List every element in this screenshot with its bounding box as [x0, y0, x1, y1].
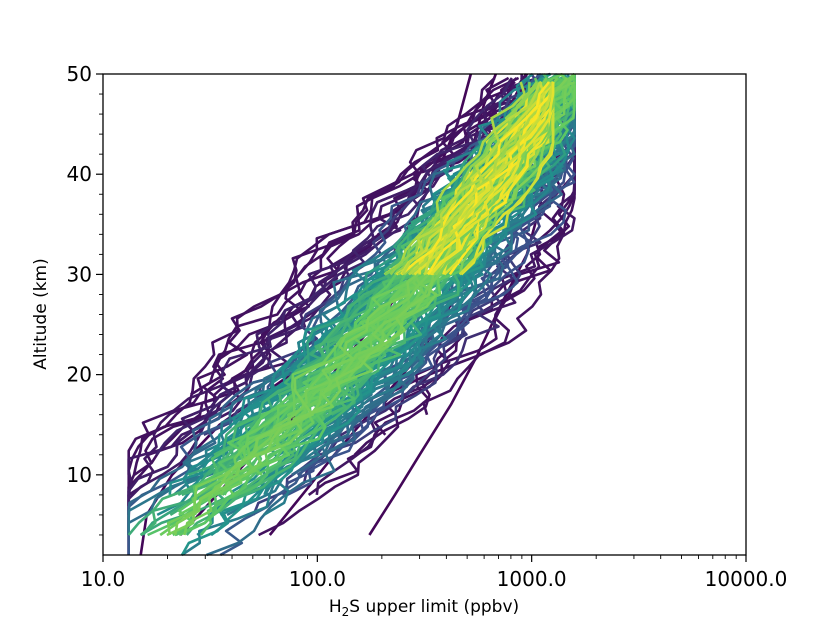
- x-tick-label: 10.0: [81, 567, 126, 591]
- x-tick-label: 1000.0: [497, 567, 567, 591]
- profile-line-core: [401, 81, 542, 276]
- y-axis-label: Altitude (km): [31, 258, 51, 370]
- x-axis-label-main: H: [329, 597, 342, 617]
- y-tick-label: 40: [67, 162, 92, 186]
- profile-line-core: [458, 82, 555, 276]
- profile-line: [155, 81, 511, 456]
- profile-line: [190, 80, 516, 396]
- x-tick-label: 10000.0: [705, 567, 788, 591]
- y-tick-label: 20: [67, 363, 92, 387]
- profile-line-core: [424, 81, 555, 275]
- profile-lines: [127, 72, 576, 557]
- profile-line-core: [397, 81, 542, 276]
- y-tick-label: 30: [67, 262, 92, 286]
- profile-line-core: [407, 81, 555, 276]
- profile-line-core: [383, 81, 526, 276]
- y-tick-label: 50: [67, 62, 92, 86]
- y-tick-label: 10: [67, 463, 92, 487]
- x-axis-label: H2S upper limit (ppbv): [329, 597, 519, 619]
- x-axis-label-rest: S upper limit (ppbv): [349, 597, 519, 617]
- axis-ticks: 10.0 100.0 1000.0 10000.0 10 20 30 40 50: [67, 62, 788, 591]
- profile-line-core: [430, 82, 555, 276]
- profile-line: [127, 72, 551, 555]
- profile-line-core: [426, 81, 555, 276]
- profile-line: [185, 73, 541, 436]
- profile-line: [147, 81, 515, 457]
- x-axis-label-subscript: 2: [342, 605, 350, 619]
- x-tick-label: 100.0: [289, 567, 346, 591]
- profile-line-core: [400, 81, 546, 276]
- profile-line-core: [400, 81, 551, 276]
